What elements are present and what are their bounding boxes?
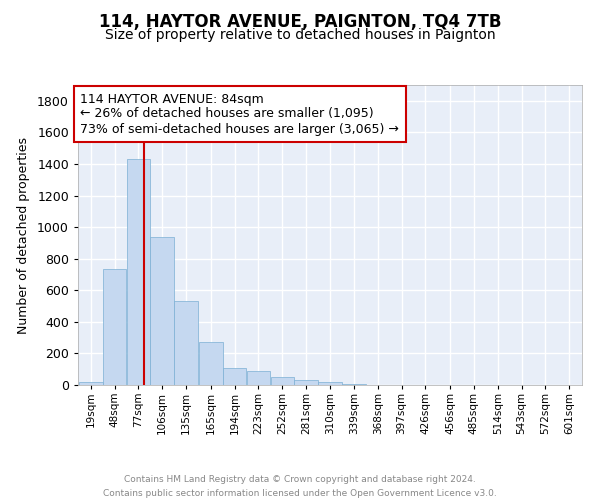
- Y-axis label: Number of detached properties: Number of detached properties: [17, 136, 30, 334]
- Bar: [247, 371, 270, 385]
- Bar: [103, 269, 127, 385]
- Text: Contains HM Land Registry data © Crown copyright and database right 2024.
Contai: Contains HM Land Registry data © Crown c…: [103, 476, 497, 498]
- Bar: [223, 368, 247, 385]
- Text: 114, HAYTOR AVENUE, PAIGNTON, TQ4 7TB: 114, HAYTOR AVENUE, PAIGNTON, TQ4 7TB: [99, 12, 501, 30]
- Bar: [271, 377, 294, 385]
- Bar: [79, 382, 103, 385]
- Bar: [318, 382, 342, 385]
- Bar: [199, 342, 223, 385]
- Text: Size of property relative to detached houses in Paignton: Size of property relative to detached ho…: [104, 28, 496, 42]
- Bar: [295, 380, 318, 385]
- Bar: [151, 238, 174, 385]
- Bar: [127, 159, 150, 385]
- Bar: [175, 302, 198, 385]
- Text: 114 HAYTOR AVENUE: 84sqm
← 26% of detached houses are smaller (1,095)
73% of sem: 114 HAYTOR AVENUE: 84sqm ← 26% of detach…: [80, 92, 400, 136]
- Bar: [342, 384, 365, 385]
